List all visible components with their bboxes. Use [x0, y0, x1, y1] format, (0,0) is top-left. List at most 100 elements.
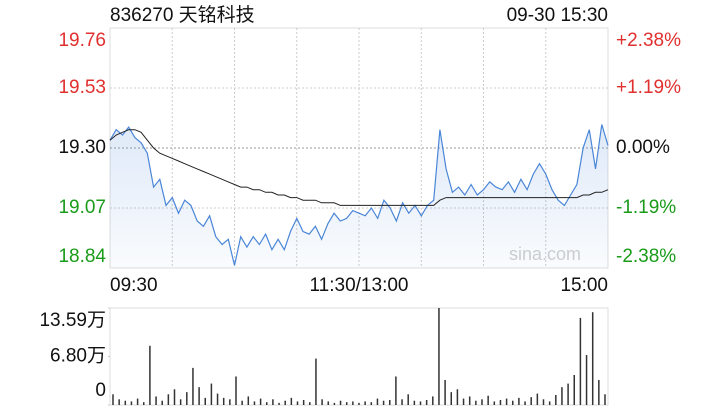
volume-bar [302, 400, 305, 405]
volume-bar [186, 392, 188, 405]
volume-bar [518, 397, 520, 405]
volume-bar [167, 394, 170, 405]
y-tick-label: 13.59万 [39, 310, 106, 331]
volume-bar [272, 399, 274, 405]
volume-bar [401, 399, 403, 405]
volume-bar [395, 376, 397, 405]
volume-bar [315, 358, 317, 405]
volume-bar [352, 401, 354, 405]
volume-bar [321, 399, 323, 405]
volume-bar [216, 393, 219, 405]
y2-tick-label: 0.00% [616, 137, 670, 158]
volume-bar [512, 400, 514, 405]
volume-bar [413, 400, 416, 405]
volume-bar [222, 397, 225, 405]
volume-bar [345, 402, 348, 405]
volume-bar [327, 401, 329, 405]
x-tick-label: 15:00 [560, 275, 608, 296]
volume-bar [204, 397, 206, 405]
y-tick-label: 19.76 [58, 30, 106, 51]
y2-tick-label: -2.38% [616, 246, 676, 267]
volume-bar [364, 401, 366, 405]
volume-frame [109, 307, 609, 406]
volume-bar [229, 399, 231, 405]
volume-bar [425, 400, 428, 405]
volume-bar [604, 394, 606, 405]
volume-bar [118, 399, 120, 405]
volume-bar [487, 395, 489, 405]
volume-bar [598, 380, 600, 405]
volume-bar [462, 398, 465, 405]
volume-bar [339, 400, 342, 405]
volume-bar [419, 401, 422, 405]
volume-bar [284, 400, 286, 405]
volume-bar [579, 317, 582, 405]
y-tick-label: 0 [95, 380, 106, 401]
volume-bar [143, 402, 145, 405]
volume-bar [389, 400, 391, 405]
volume-bar [432, 396, 434, 405]
volume-bar [124, 400, 127, 405]
volume-bar [290, 397, 293, 405]
y-tick-label: 19.07 [58, 197, 106, 218]
volume-bar [333, 402, 336, 405]
x-tick-label: 11:30/13:00 [310, 275, 409, 296]
volume-bar [456, 389, 459, 405]
volume-bar [266, 402, 268, 405]
volume-bar [468, 396, 471, 405]
volume-bar [198, 387, 200, 405]
volume-bar [136, 398, 139, 405]
y-tick-label: 19.30 [58, 137, 106, 158]
volume-bar [382, 400, 385, 405]
volume-bar [149, 345, 151, 405]
average-line [109, 129, 609, 206]
volume-bar [192, 367, 194, 405]
timestamp: 09-30 15:30 [507, 5, 608, 26]
volume-bar [247, 396, 250, 405]
chart-title: 836270 天铭科技 [110, 4, 255, 26]
volume-bar [235, 376, 237, 405]
volume-bar [573, 375, 575, 405]
volume-bar [370, 402, 373, 405]
volume-bar [112, 394, 114, 405]
y-tick-label: 6.80万 [50, 345, 106, 366]
y2-tick-label: -1.19% [616, 197, 676, 218]
volume-bar [536, 393, 539, 405]
volume-bar [444, 380, 446, 405]
volume-bar [524, 401, 526, 405]
price-line [109, 124, 609, 266]
volume-bar [561, 387, 563, 405]
price-area [110, 124, 608, 268]
y2-tick-label: +2.38% [616, 30, 681, 51]
volume-bar [161, 400, 163, 405]
volume-bar [493, 401, 496, 405]
volume-bar [407, 394, 409, 405]
volume-bar [278, 402, 280, 405]
volume-bar [309, 402, 311, 405]
volume-bar [481, 399, 483, 405]
volume-bar [548, 401, 551, 405]
volume-bar [542, 399, 545, 405]
volume-bar [296, 401, 299, 405]
volume-bar [505, 398, 508, 405]
volume-bar [253, 401, 256, 405]
volume-bar [130, 401, 133, 405]
volume-bar [530, 397, 532, 405]
volume-bar [567, 383, 569, 405]
volume-bar [259, 398, 262, 405]
y-tick-label: 19.53 [58, 77, 106, 98]
volume-bar [376, 398, 379, 405]
volume-bar [241, 400, 243, 405]
x-tick-label: 09:30 [110, 275, 158, 296]
volume-bar [438, 308, 440, 405]
volume-bar [475, 400, 477, 405]
y-tick-label: 18.84 [58, 246, 106, 267]
volume-bar [155, 396, 157, 405]
y2-tick-label: +1.19% [616, 77, 681, 98]
volume-bar [450, 392, 452, 405]
volume-bar [499, 400, 502, 405]
volume-bar [585, 355, 588, 405]
volume-bar [210, 383, 213, 405]
volume-bar [173, 389, 176, 405]
